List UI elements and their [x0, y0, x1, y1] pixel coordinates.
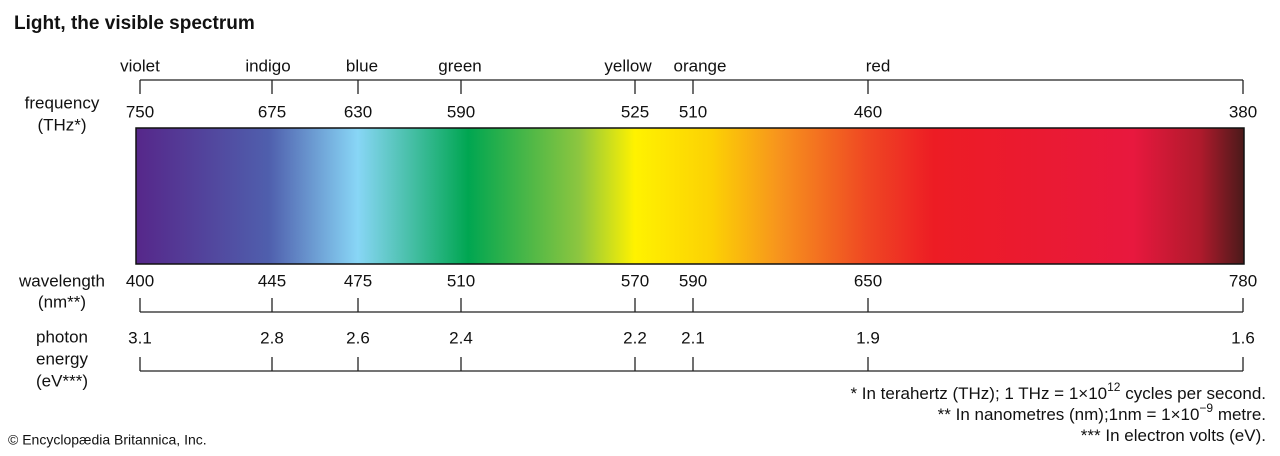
color-name: red	[866, 56, 891, 75]
footnote-text: ** In nanometres (nm);1nm = 1×10	[938, 405, 1200, 424]
footnote-text: metre.	[1213, 405, 1266, 424]
wavelength-value: 475	[344, 271, 372, 290]
wavelength-value: 400	[126, 271, 154, 290]
spectrum-band	[135, 127, 1245, 265]
frequency-value: 525	[621, 102, 649, 121]
energy-value: 1.6	[1231, 328, 1255, 347]
color-name: orange	[674, 56, 727, 75]
energy-label: photon	[36, 327, 88, 346]
footnote-exponent: 12	[1107, 380, 1121, 394]
color-name: yellow	[604, 56, 652, 75]
frequency-value: 750	[126, 102, 154, 121]
energy-value: 2.8	[260, 328, 284, 347]
frequency-label: frequency	[25, 93, 100, 112]
energy-label: (eV***)	[36, 371, 88, 390]
wavelength-label: (nm**)	[38, 292, 86, 311]
wavelength-value: 780	[1229, 271, 1257, 290]
energy-value: 2.1	[681, 328, 705, 347]
wavelength-value: 445	[258, 271, 286, 290]
frequency-value: 510	[679, 102, 707, 121]
color-name: green	[438, 56, 481, 75]
wavelength-value: 590	[679, 271, 707, 290]
wavelength-value: 650	[854, 271, 882, 290]
color-name: violet	[120, 56, 160, 75]
wavelength-value: 510	[447, 271, 475, 290]
footnote: * In terahertz (THz); 1 THz = 1×1012 cyc…	[850, 380, 1266, 403]
energy-value: 1.9	[856, 328, 880, 347]
frequency-label: (THz*)	[37, 115, 86, 134]
footnote-text: * In terahertz (THz); 1 THz = 1×10	[850, 384, 1107, 403]
energy-value: 2.4	[449, 328, 473, 347]
wavelength-value: 570	[621, 271, 649, 290]
footnote-text: cycles per second.	[1120, 384, 1266, 403]
footnote-exponent: −9	[1199, 401, 1213, 415]
copyright: © Encyclopædia Britannica, Inc.	[8, 432, 207, 448]
footnote: ** In nanometres (nm);1nm = 1×10−9 metre…	[938, 401, 1266, 424]
title: Light, the visible spectrum	[14, 13, 255, 34]
footnote-text: *** In electron volts (eV).	[1081, 426, 1266, 445]
frequency-value: 380	[1229, 102, 1257, 121]
footnote: *** In electron volts (eV).	[1081, 426, 1266, 445]
energy-value: 2.6	[346, 328, 370, 347]
energy-label: energy	[36, 349, 88, 368]
frequency-value: 590	[447, 102, 475, 121]
frequency-value: 630	[344, 102, 372, 121]
wavelength-label: wavelength	[18, 271, 105, 290]
color-name: indigo	[245, 56, 290, 75]
color-name: blue	[346, 56, 378, 75]
frequency-value: 675	[258, 102, 286, 121]
energy-value: 3.1	[128, 328, 152, 347]
frequency-value: 460	[854, 102, 882, 121]
energy-value: 2.2	[623, 328, 647, 347]
